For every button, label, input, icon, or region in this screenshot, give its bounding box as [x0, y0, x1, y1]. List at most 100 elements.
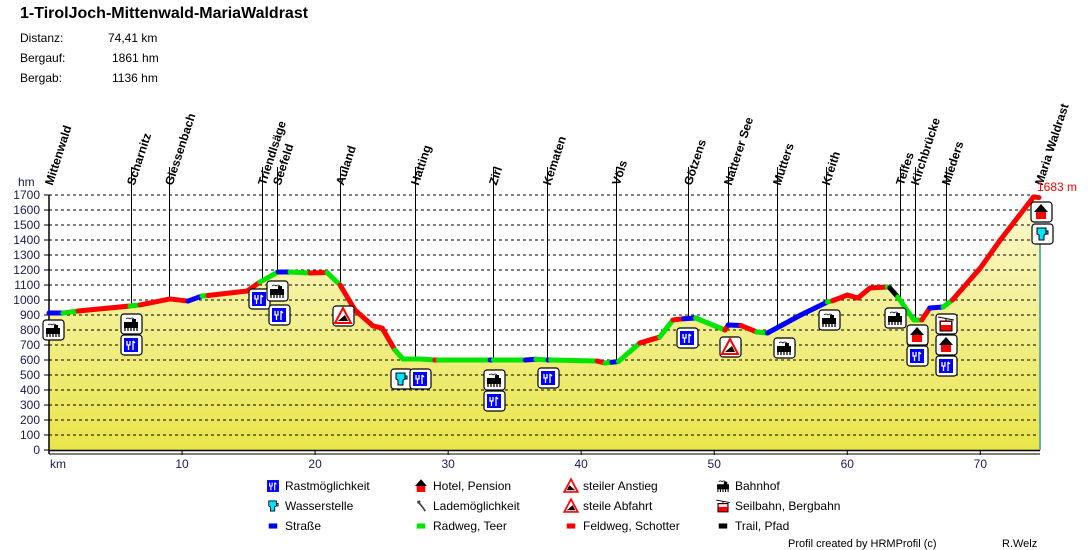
profile-segment	[949, 265, 983, 303]
hotel-icon	[906, 324, 929, 346]
bahnhof-icon	[818, 309, 841, 331]
place-label: Mutters	[770, 141, 797, 187]
profile-segment	[137, 296, 173, 308]
seilbahn-icon	[716, 499, 730, 513]
bahnhof-icon	[266, 280, 289, 302]
wasser-icon	[390, 368, 413, 390]
rast-icon	[120, 334, 143, 356]
y-tick-label: 1500	[13, 218, 40, 232]
legend-item: Lademöglichkeit	[416, 499, 520, 513]
profile-segment	[352, 307, 376, 329]
profile-segment	[1031, 194, 1042, 201]
y-tick-label: 0	[33, 443, 40, 457]
hotel-icon	[935, 334, 958, 356]
x-tick-label: 20	[308, 457, 322, 471]
stat-value: 74,41 km	[108, 31, 158, 45]
stat-label: Bergauf:	[20, 51, 66, 65]
y-tick-label: 200	[20, 413, 40, 427]
y-tick-label: 800	[20, 323, 40, 337]
legend-label: Hotel, Pension	[433, 479, 511, 493]
rast-icon	[248, 288, 271, 310]
legend-label: Bahnhof	[735, 479, 780, 493]
y-tick-label: 1100	[14, 278, 40, 292]
profile-segment	[287, 269, 313, 276]
x-tick-label: 40	[575, 457, 589, 471]
rast-icon	[537, 367, 560, 389]
legend-item: Wasserstelle	[268, 499, 354, 513]
y-axis-label: hm	[18, 175, 35, 189]
profile-segment	[324, 270, 343, 288]
legend-label: Straße	[285, 519, 321, 533]
place-label: Maria Waldrast	[1032, 102, 1072, 187]
place-label: Völs	[609, 158, 630, 187]
bahnhof-icon	[884, 307, 907, 329]
profile-segment	[615, 340, 643, 364]
bahnhof-icon	[483, 369, 506, 391]
feldweg-icon	[566, 523, 576, 529]
rast-icon	[935, 355, 958, 377]
y-tick-label: 300	[20, 398, 40, 412]
place-label: Zirl	[486, 165, 505, 187]
profile-segment	[257, 269, 281, 285]
place-label: Giessenbach	[162, 112, 198, 187]
place-label: Kreith	[819, 150, 843, 187]
profile-segment	[60, 308, 81, 316]
rast-icon	[268, 304, 291, 326]
legend-item: Straße	[268, 519, 321, 533]
legend-item: steiler Anstieg	[562, 477, 658, 493]
hotel-icon	[415, 479, 427, 492]
hotel-icon	[1030, 201, 1053, 223]
steile-abfahrt-icon	[719, 336, 742, 358]
profile-segment	[548, 357, 600, 364]
y-tick-label: 1000	[13, 293, 40, 307]
y-tick-label: 400	[20, 383, 40, 397]
y-tick-label: 700	[20, 338, 40, 352]
legend-item: Trail, Pfad	[718, 519, 789, 533]
legend-label: Trail, Pfad	[735, 519, 789, 533]
legend-label: Feldweg, Schotter	[583, 519, 680, 533]
place-label: Kematen	[540, 134, 569, 187]
rast-icon	[676, 327, 699, 349]
profile-segment	[167, 296, 191, 304]
profile-segment	[997, 194, 1037, 243]
wasser-icon	[268, 500, 279, 512]
stat-value: 1861 hm	[112, 51, 159, 65]
profile-segment	[379, 325, 398, 353]
place-label: Mieders	[939, 139, 966, 187]
place-label: Götzens	[681, 137, 709, 187]
profile-segment	[977, 237, 1003, 271]
stat-label: Distanz:	[20, 31, 64, 45]
rast-icon	[409, 368, 432, 390]
x-tick-label: 50	[708, 457, 722, 471]
place-label: Kirchbrücke	[908, 116, 943, 187]
author-text: R.Welz	[1002, 538, 1037, 550]
credit-text: Profil created by HRMProfil (c)	[788, 538, 937, 550]
place-label: Hatting	[408, 143, 434, 187]
y-tick-label: 1400	[13, 233, 40, 247]
place-label: Mittenwald	[42, 124, 74, 187]
wasser-icon	[1031, 223, 1054, 245]
legend-label: Seilbahn, Bergbahn	[735, 499, 840, 513]
rast-icon	[483, 390, 506, 412]
x-tick-label: 10	[175, 457, 189, 471]
y-tick-label: 100	[20, 428, 40, 442]
profile-segment	[75, 303, 133, 314]
seilbahn-icon	[935, 313, 958, 335]
profile-segment	[637, 334, 663, 346]
y-tick-label: 600	[20, 353, 40, 367]
legend-label: steile Abfahrt	[583, 499, 653, 513]
y-tick-label: 1600	[13, 203, 40, 217]
legend-item: Radweg, Teer	[416, 519, 507, 533]
x-tick-label: 30	[441, 457, 455, 471]
stat-distance: Distanz: 74,41 km	[20, 31, 157, 45]
legend-label: Rastmöglichkeit	[285, 479, 370, 493]
place-label: Scharnitz	[124, 131, 154, 187]
profile-segment	[764, 312, 804, 336]
x-tick-label: 60	[841, 457, 855, 471]
legend-item: Hotel, Pension	[415, 479, 511, 493]
y-tick-label: 1300	[13, 248, 40, 262]
x-axis-label: km	[50, 457, 66, 471]
bahnhof-icon	[120, 313, 143, 335]
bahnhof-icon	[42, 319, 65, 341]
